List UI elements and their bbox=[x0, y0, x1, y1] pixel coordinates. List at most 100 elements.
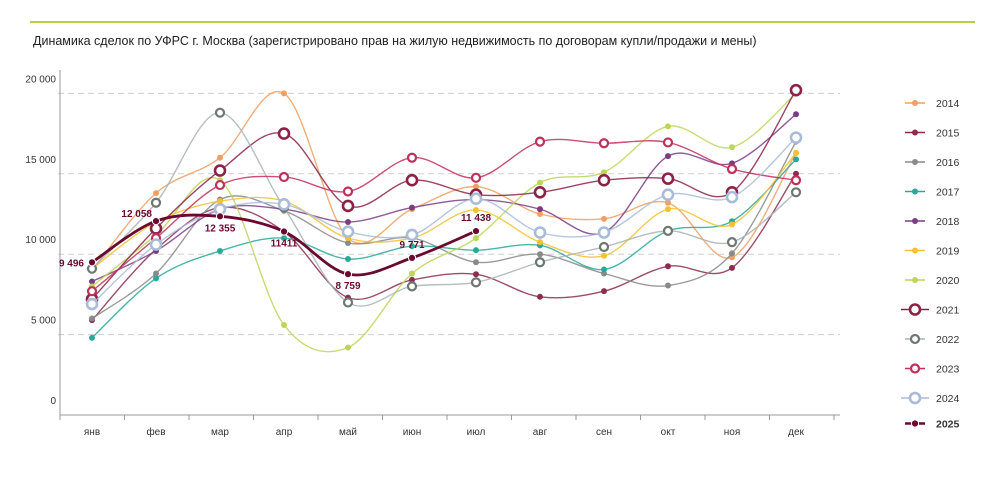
x-tick-label: ноя bbox=[724, 427, 741, 438]
data-label: 8 759 bbox=[335, 281, 360, 292]
series-2023 bbox=[86, 136, 802, 297]
data-point bbox=[793, 149, 799, 156]
data-point bbox=[341, 225, 355, 238]
data-point bbox=[793, 111, 799, 118]
series-line-2018 bbox=[91, 113, 797, 283]
data-point bbox=[534, 257, 546, 268]
data-point bbox=[281, 90, 287, 97]
legend-marker bbox=[912, 188, 918, 195]
legend-marker bbox=[909, 333, 921, 345]
data-point bbox=[341, 199, 355, 213]
data-point bbox=[662, 225, 674, 236]
series-2022 bbox=[86, 107, 802, 308]
data-point bbox=[598, 138, 610, 149]
series-line-2016 bbox=[91, 141, 797, 320]
series-2017 bbox=[89, 156, 799, 341]
data-point bbox=[533, 185, 547, 199]
series-line-2021 bbox=[91, 89, 797, 300]
legend-label: 2024 bbox=[936, 393, 960, 405]
x-tick-label: авг bbox=[533, 427, 548, 438]
data-point bbox=[279, 227, 289, 236]
top-accent-line bbox=[30, 21, 975, 23]
data-point bbox=[726, 163, 738, 175]
data-point bbox=[726, 237, 738, 248]
chart-title: Динамика сделок по УФРС г. Москва (зарег… bbox=[33, 34, 757, 48]
legend-item-2017: 2017 bbox=[905, 187, 960, 199]
data-point bbox=[537, 179, 543, 186]
legend-label: 2017 bbox=[936, 187, 960, 199]
data-point bbox=[601, 252, 607, 259]
legend-marker bbox=[912, 277, 918, 283]
data-point bbox=[662, 137, 674, 148]
legend-label: 2019 bbox=[936, 246, 960, 258]
data-point bbox=[473, 183, 479, 190]
data-point bbox=[473, 271, 479, 278]
legend-label: 2015 bbox=[936, 128, 960, 140]
y-tick-label: 10 000 bbox=[25, 235, 56, 246]
data-point bbox=[89, 334, 95, 341]
series-line-2014 bbox=[91, 90, 797, 271]
legend-label: 2016 bbox=[936, 157, 960, 169]
legend-label: 2022 bbox=[936, 334, 960, 346]
legend-item-2016: 2016 bbox=[905, 157, 960, 169]
y-tick-label: 15 000 bbox=[25, 155, 56, 166]
data-point bbox=[533, 226, 547, 239]
data-point bbox=[342, 297, 354, 308]
data-point bbox=[473, 235, 479, 242]
data-point bbox=[665, 153, 671, 160]
data-point bbox=[473, 206, 479, 213]
legend-item-2024: 2024 bbox=[901, 391, 960, 405]
x-tick-label: сен bbox=[596, 427, 612, 438]
data-label: 11411 bbox=[271, 239, 298, 250]
data-point bbox=[409, 276, 415, 283]
legend-marker bbox=[912, 247, 918, 254]
legend-item-2015: 2015 bbox=[905, 128, 960, 140]
data-point bbox=[661, 172, 675, 185]
data-point bbox=[601, 169, 607, 176]
data-point bbox=[537, 211, 543, 217]
data-label: 11 438 bbox=[461, 213, 491, 224]
data-point bbox=[601, 215, 607, 222]
legend-marker bbox=[912, 218, 918, 224]
legend-label: 2014 bbox=[936, 98, 960, 110]
legend-label: 2025 bbox=[936, 419, 960, 431]
series-2020 bbox=[89, 90, 799, 353]
data-point bbox=[345, 256, 351, 263]
data-point bbox=[281, 235, 287, 242]
data-point bbox=[281, 321, 287, 328]
data-point bbox=[790, 187, 802, 198]
data-label: 9 496 bbox=[59, 258, 84, 269]
data-point bbox=[597, 173, 611, 187]
legend-marker bbox=[910, 419, 920, 428]
data-point bbox=[473, 247, 479, 254]
data-point bbox=[537, 206, 543, 213]
data-point bbox=[85, 297, 99, 311]
x-tick-label: июн bbox=[403, 427, 422, 438]
data-point bbox=[150, 197, 162, 208]
data-point bbox=[469, 192, 483, 206]
data-point bbox=[215, 212, 225, 221]
legend-marker bbox=[912, 100, 918, 106]
series-2024 bbox=[85, 131, 803, 311]
x-tick-label: май bbox=[339, 427, 357, 438]
data-point bbox=[277, 198, 291, 211]
data-point bbox=[470, 277, 482, 288]
data-point bbox=[793, 170, 799, 177]
data-point bbox=[665, 206, 671, 213]
legend-item-2025: 2025 bbox=[905, 419, 960, 431]
data-point bbox=[665, 263, 671, 270]
legend-item-2022: 2022 bbox=[905, 333, 960, 346]
data-point bbox=[153, 275, 159, 282]
data-point bbox=[597, 226, 611, 239]
data-point bbox=[149, 238, 163, 251]
data-point bbox=[729, 221, 735, 228]
series-2016 bbox=[89, 138, 799, 322]
data-point bbox=[214, 179, 226, 191]
data-point bbox=[217, 198, 223, 205]
legend-label: 2023 bbox=[936, 364, 960, 376]
y-tick-label: 0 bbox=[50, 396, 56, 407]
legend-item-2021: 2021 bbox=[901, 303, 960, 317]
data-point bbox=[729, 264, 735, 271]
data-point bbox=[790, 175, 802, 186]
data-point bbox=[409, 204, 415, 211]
